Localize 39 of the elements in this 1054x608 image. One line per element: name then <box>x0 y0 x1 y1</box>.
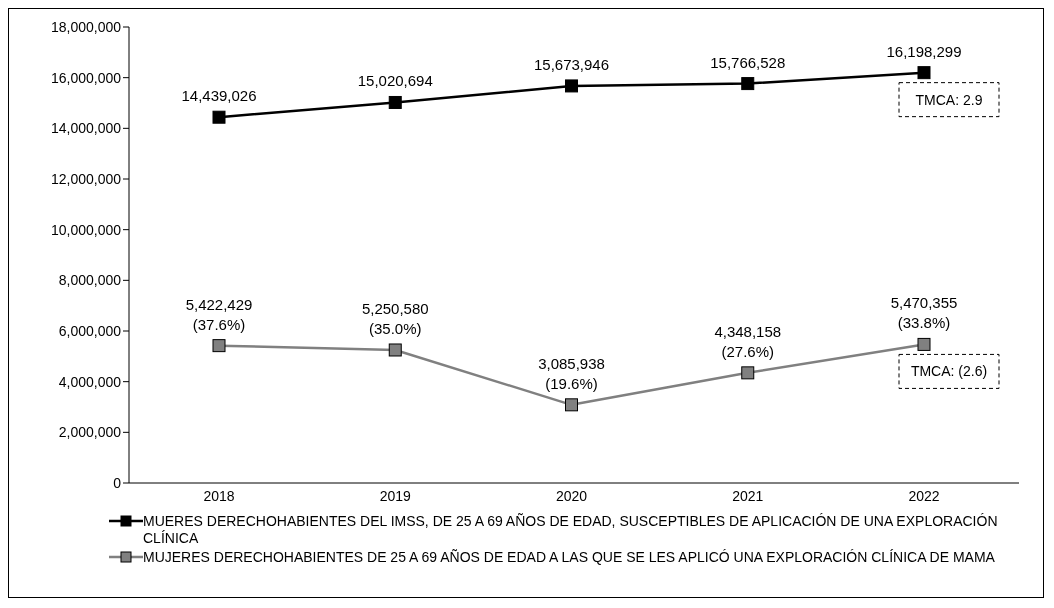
point <box>212 339 226 353</box>
data-label: 5,250,580 (35.0%) <box>361 299 429 337</box>
y-tick-label: 10,000,000 <box>50 221 122 238</box>
annotation: TMCA: (2.6) <box>910 363 988 380</box>
point <box>565 398 578 412</box>
data-label: 14,439,026 <box>181 87 257 105</box>
point <box>741 366 755 380</box>
point <box>212 110 226 124</box>
legend-label: MUJERES DERECHOHABIENTES DE 25 A 69 AÑOS DE EDAD A LAS QUE SE LES APLICÓ UNA EXPLORACIÓN CLÍNICA DE MAMA <box>143 549 995 566</box>
y-tick-label: 14,000,000 <box>50 120 122 137</box>
annotation: TMCA: 2.9 <box>915 91 983 108</box>
data-label: 5,470,355 (33.8%) <box>890 294 958 332</box>
point <box>388 343 402 357</box>
data-label: 15,766,528 <box>710 53 786 71</box>
point <box>565 79 578 93</box>
data-label: 4,348,158 (27.6%) <box>714 322 782 360</box>
y-tick-label: 12,000,000 <box>50 170 122 187</box>
point <box>917 66 931 80</box>
y-tick-label: 0 <box>113 474 122 491</box>
y-tick-label: 16,000,000 <box>50 69 122 86</box>
point <box>917 337 931 351</box>
y-tick-label: 18,000,000 <box>50 18 122 35</box>
data-label: 16,198,299 <box>886 42 962 60</box>
data-label: 3,085,938 (19.6%) <box>538 354 605 392</box>
x-tick-label: 2020 <box>555 487 588 504</box>
data-label: 15,673,946 <box>533 55 610 73</box>
data-label: 15,020,694 <box>357 72 433 90</box>
legend-label: MUERES DERECHOHABIENTES DEL IMSS, DE 25 A 69 AÑOS DE EDAD, SUSCEPTIBLES DE APLICACIÓN DE UNA EXPLORACIÓN CLÍNICA <box>143 513 999 547</box>
x-tick-label: 2021 <box>732 487 764 504</box>
point <box>741 77 755 91</box>
y-tick-label: 4,000,000 <box>58 373 122 390</box>
x-tick-label: 2022 <box>908 487 940 504</box>
y-tick-label: 8,000,000 <box>58 272 122 289</box>
x-tick-label: 2018 <box>203 487 235 504</box>
x-tick-label: 2019 <box>379 487 412 504</box>
y-tick-label: 2,000,000 <box>58 424 122 441</box>
data-label: 5,422,429 (37.6%) <box>185 295 253 333</box>
y-tick-label: 6,000,000 <box>58 322 122 339</box>
point <box>388 95 402 109</box>
